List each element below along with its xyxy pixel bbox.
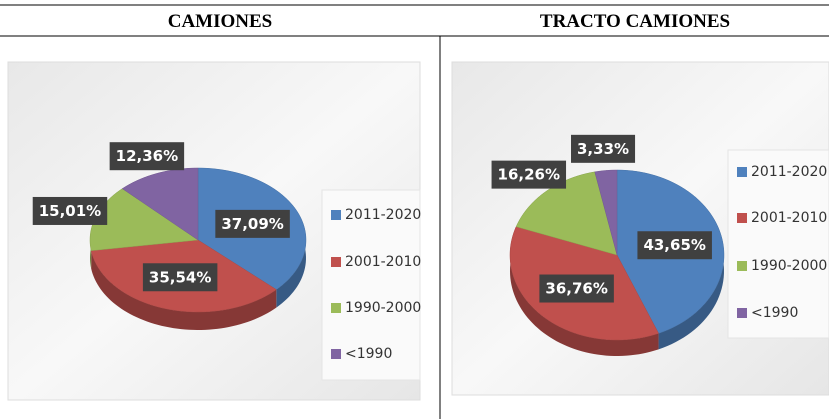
- legend-swatch: [331, 349, 341, 359]
- data-label: 16,26%: [498, 166, 560, 184]
- data-label-box: [571, 134, 636, 163]
- legend-swatch: [331, 303, 341, 313]
- chart-title: TRACTO CAMIONES: [540, 11, 730, 32]
- data-label-box: [215, 209, 290, 238]
- legend-box: [321, 189, 421, 381]
- legend-label: 1990-2000: [345, 300, 421, 316]
- legend-swatch: [737, 308, 747, 318]
- data-label: 43,65%: [643, 236, 705, 254]
- legend-swatch: [737, 167, 747, 177]
- data-label-box: [491, 160, 567, 189]
- data-label-box: [539, 274, 614, 303]
- chart-title: CAMIONES: [168, 11, 273, 32]
- legend-swatch: [737, 261, 747, 271]
- data-label: 12,36%: [116, 147, 178, 165]
- pie-side: [510, 226, 659, 356]
- legend-label: 2011-2020: [751, 164, 827, 180]
- pie-slice: [121, 167, 199, 241]
- legend-label: 1990-2000: [751, 258, 827, 274]
- legend-swatch: [331, 210, 341, 220]
- legend-swatch: [331, 257, 341, 267]
- pie-side: [91, 250, 277, 330]
- legend-label: 2011-2020: [345, 207, 421, 223]
- legend-label: <1990: [751, 305, 798, 321]
- legend-label: 2001-2010: [345, 254, 421, 270]
- data-label-box: [142, 263, 218, 292]
- pie-slice: [594, 169, 618, 256]
- legend-swatch: [737, 213, 747, 223]
- pie-slice: [515, 171, 618, 256]
- data-label: 3,33%: [577, 140, 629, 158]
- data-label-box: [32, 196, 108, 225]
- legend-label: 2001-2010: [751, 210, 827, 226]
- data-label: 35,54%: [149, 268, 211, 286]
- data-label: 15,01%: [39, 202, 101, 220]
- data-label: 36,76%: [545, 280, 607, 298]
- data-label: 37,09%: [221, 215, 283, 233]
- legend-box: [727, 149, 829, 339]
- data-label-box: [637, 231, 712, 260]
- data-label-box: [109, 142, 185, 171]
- legend-label: <1990: [345, 346, 392, 362]
